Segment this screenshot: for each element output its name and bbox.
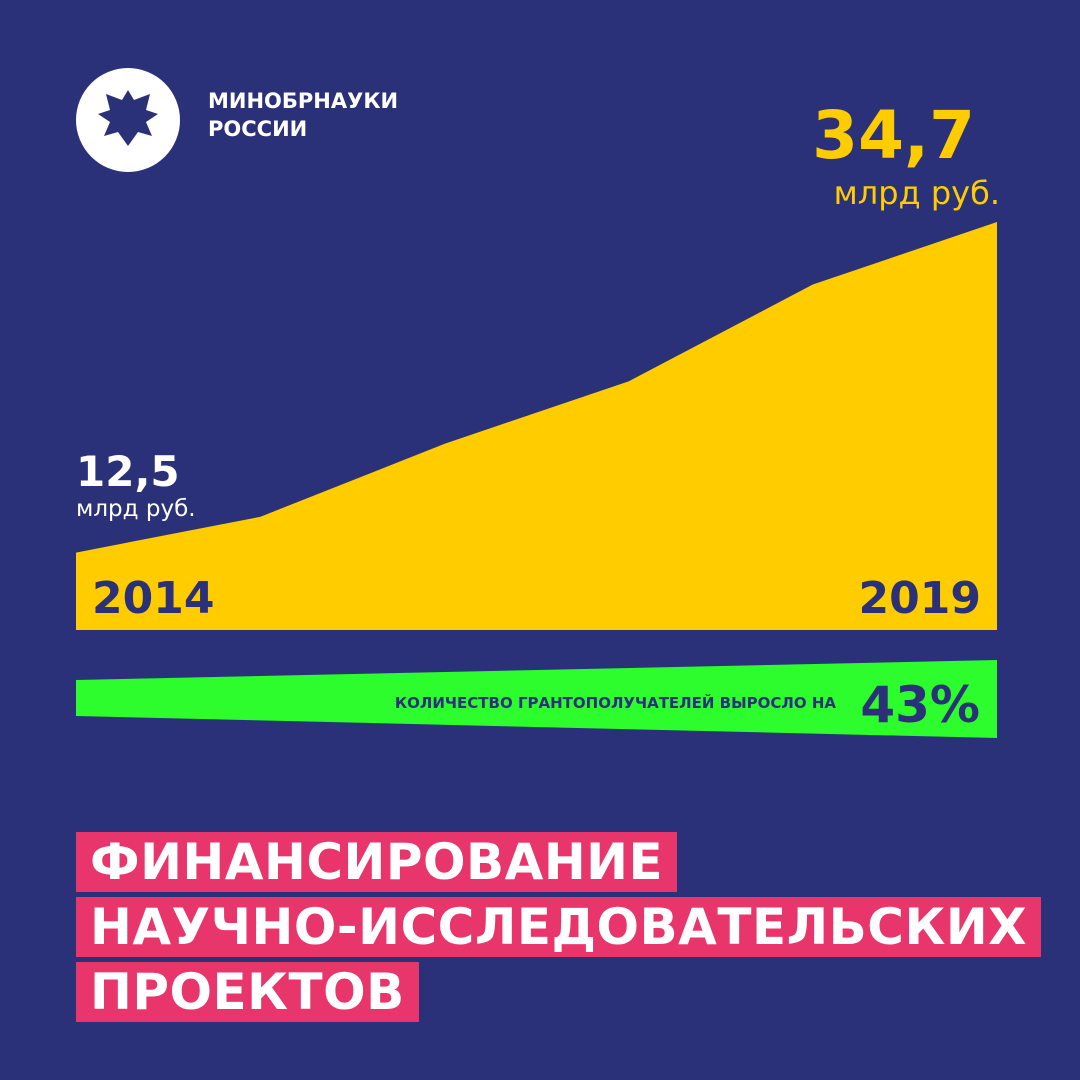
x-tick-label: 2014 bbox=[92, 573, 214, 624]
title-line: ПРОЕКТОВ bbox=[76, 962, 419, 1022]
value-label: 12,5 bbox=[76, 447, 180, 496]
logo-emblem bbox=[98, 90, 158, 146]
org-name: МИНОБРНАУКИ bbox=[208, 89, 398, 113]
value-unit: млрд руб. bbox=[834, 174, 1000, 212]
area bbox=[76, 222, 997, 630]
x-tick-label: 2019 bbox=[859, 573, 981, 624]
title-line: НАУЧНО-ИССЛЕДОВАТЕЛЬСКИХ bbox=[76, 897, 1042, 957]
value-label: 34,7 bbox=[812, 97, 975, 174]
growth-label: 43% bbox=[860, 676, 980, 734]
growth-wedge bbox=[76, 660, 997, 738]
title-line: ФИНАНСИРОВАНИЕ bbox=[76, 832, 678, 892]
org-name: РОССИИ bbox=[208, 117, 307, 141]
value-unit: млрд руб. bbox=[76, 496, 196, 522]
growth-text: КОЛИЧЕСТВО ГРАНТОПОЛУЧАТЕЛЕЙ ВЫРОСЛО НА bbox=[395, 693, 836, 712]
